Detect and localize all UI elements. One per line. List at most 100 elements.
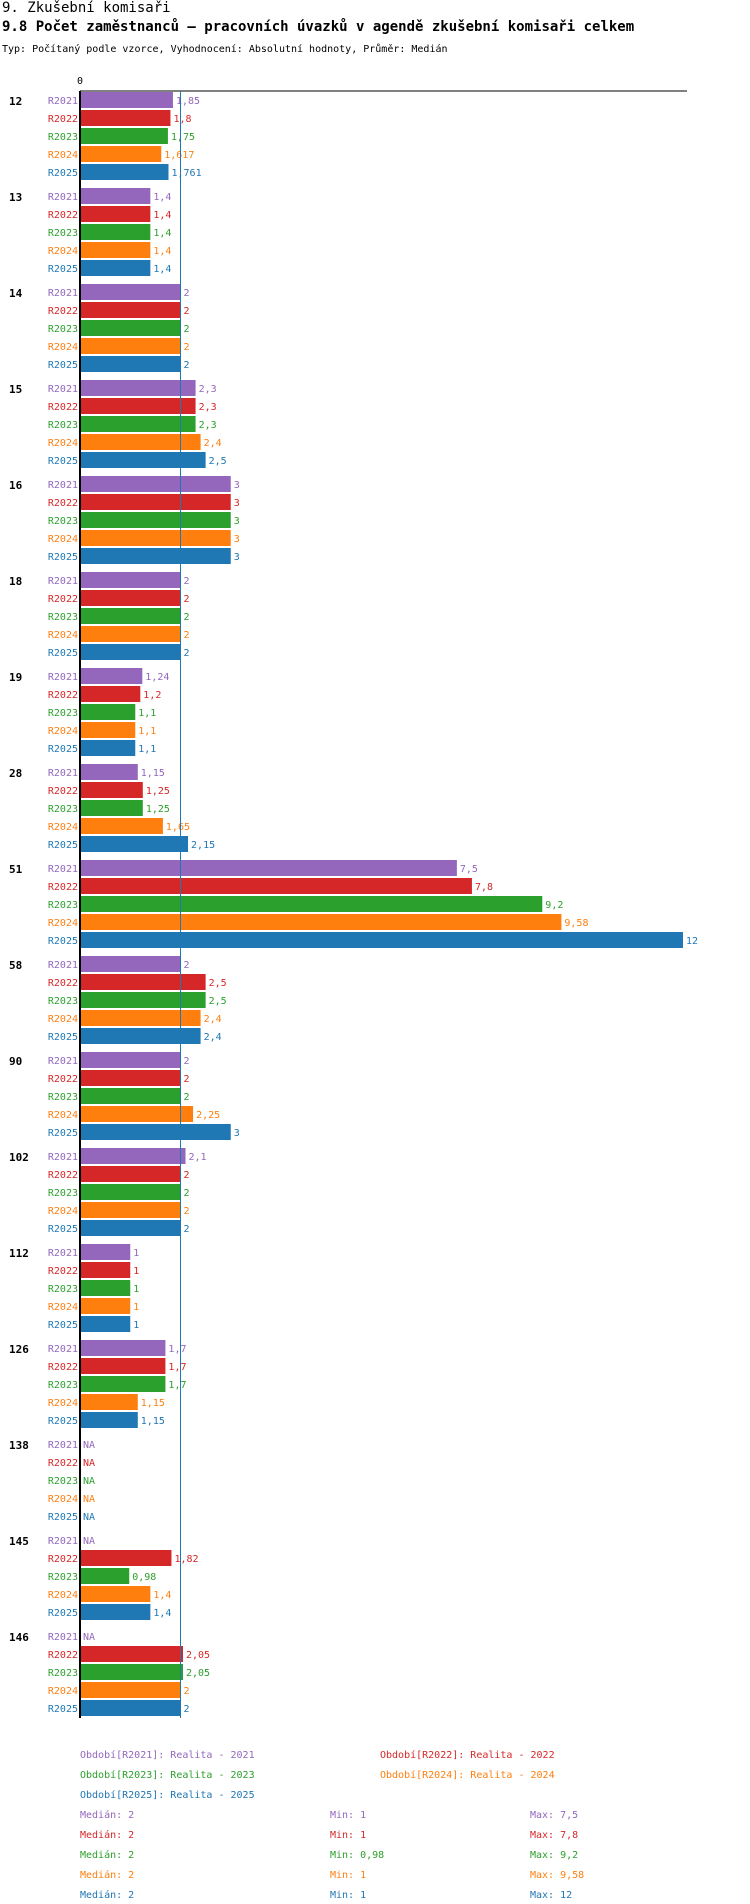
series-label-R2025: R2025 <box>48 1032 78 1043</box>
series-label-R2025: R2025 <box>48 648 78 659</box>
data-label-146-R2023: 2,05 <box>186 1668 210 1679</box>
series-label-R2023: R2023 <box>48 804 78 815</box>
data-label-90-R2025: 3 <box>234 1128 240 1139</box>
series-label-R2025: R2025 <box>48 840 78 851</box>
legend-item-R2023: Období[R2023]: Realita - 2023 <box>80 1769 255 1781</box>
stat-min-R2024: Min: 1 <box>330 1870 366 1881</box>
bar-58-R2021 <box>80 956 181 972</box>
na-label: NA <box>83 1632 95 1643</box>
bar-90-R2024 <box>80 1106 194 1122</box>
series-label-R2021: R2021 <box>48 1344 78 1355</box>
bar-112-R2024 <box>80 1298 131 1314</box>
bar-145-R2025 <box>80 1604 151 1620</box>
series-label-R2024: R2024 <box>48 1494 78 1505</box>
data-label-112-R2021: 1 <box>133 1248 139 1259</box>
bar-126-R2024 <box>80 1394 138 1410</box>
series-label-R2022: R2022 <box>48 210 78 221</box>
bar-12-R2023 <box>80 128 168 144</box>
data-label-12-R2024: 1,617 <box>164 150 194 161</box>
bar-14-R2022 <box>80 302 181 318</box>
data-label-15-R2023: 2,3 <box>199 420 217 431</box>
series-label-R2023: R2023 <box>48 1668 78 1679</box>
group-label-58: 58 <box>9 959 22 972</box>
data-label-145-R2023: 0,98 <box>132 1572 156 1583</box>
series-label-R2023: R2023 <box>48 420 78 431</box>
series-label-R2025: R2025 <box>48 1224 78 1235</box>
series-label-R2024: R2024 <box>48 534 78 545</box>
series-label-R2021: R2021 <box>48 288 78 299</box>
stat-median-R2024: Medián: 2 <box>80 1869 134 1881</box>
series-label-R2021: R2021 <box>48 384 78 395</box>
bar-19-R2023 <box>80 704 136 720</box>
axis-zero-label: 0 <box>77 76 83 87</box>
bar-112-R2022 <box>80 1262 131 1278</box>
na-label: NA <box>83 1440 95 1451</box>
stat-min-R2025: Min: 1 <box>330 1890 366 1901</box>
series-label-R2022: R2022 <box>48 1554 78 1565</box>
bar-15-R2021 <box>80 380 196 396</box>
data-label-15-R2025: 2,5 <box>209 456 227 467</box>
series-label-R2022: R2022 <box>48 978 78 989</box>
series-label-R2022: R2022 <box>48 1074 78 1085</box>
group-label-126: 126 <box>9 1343 29 1356</box>
bar-146-R2022 <box>80 1646 184 1662</box>
bar-15-R2022 <box>80 398 196 414</box>
series-label-R2022: R2022 <box>48 1362 78 1373</box>
data-label-90-R2023: 2 <box>184 1092 190 1103</box>
series-label-R2025: R2025 <box>48 168 78 179</box>
bar-13-R2023 <box>80 224 151 240</box>
data-label-112-R2025: 1 <box>133 1320 139 1331</box>
series-label-R2024: R2024 <box>48 1014 78 1025</box>
data-label-19-R2025: 1,1 <box>138 744 156 755</box>
data-label-58-R2023: 2,5 <box>209 996 227 1007</box>
data-label-51-R2025: 12 <box>686 936 698 947</box>
series-label-R2024: R2024 <box>48 1206 78 1217</box>
series-label-R2025: R2025 <box>48 1704 78 1715</box>
chart-subtitle: Typ: Počítaný podle vzorce, Vyhodnocení:… <box>2 44 448 55</box>
data-label-13-R2022: 1,4 <box>153 210 171 221</box>
data-label-145-R2024: 1,4 <box>153 1590 171 1601</box>
bar-51-R2024 <box>80 914 562 930</box>
bar-14-R2023 <box>80 320 181 336</box>
data-label-28-R2025: 2,15 <box>191 840 215 851</box>
bar-112-R2023 <box>80 1280 131 1296</box>
series-label-R2021: R2021 <box>48 480 78 491</box>
stat-max-R2025: Max: 12 <box>530 1890 572 1901</box>
data-label-102-R2024: 2 <box>184 1206 190 1217</box>
bar-90-R2023 <box>80 1088 181 1104</box>
data-label-102-R2022: 2 <box>184 1170 190 1181</box>
series-label-R2025: R2025 <box>48 552 78 563</box>
series-label-R2022: R2022 <box>48 402 78 413</box>
data-label-112-R2024: 1 <box>133 1302 139 1313</box>
section-title: 9. Zkušební komisaři <box>2 0 171 16</box>
series-label-R2024: R2024 <box>48 1398 78 1409</box>
series-label-R2023: R2023 <box>48 1188 78 1199</box>
series-label-R2023: R2023 <box>48 1380 78 1391</box>
series-label-R2025: R2025 <box>48 1416 78 1427</box>
bar-28-R2023 <box>80 800 143 816</box>
group-label-145: 145 <box>9 1535 29 1548</box>
data-label-28-R2024: 1,65 <box>166 822 190 833</box>
group-label-146: 146 <box>9 1631 29 1644</box>
bar-15-R2023 <box>80 416 196 432</box>
bar-16-R2023 <box>80 512 231 528</box>
series-label-R2024: R2024 <box>48 1110 78 1121</box>
data-label-51-R2021: 7,5 <box>460 864 478 875</box>
data-label-16-R2023: 3 <box>234 516 240 527</box>
data-label-19-R2021: 1,24 <box>145 672 169 683</box>
data-label-102-R2025: 2 <box>184 1224 190 1235</box>
series-label-R2022: R2022 <box>48 1458 78 1469</box>
bar-126-R2022 <box>80 1358 166 1374</box>
bar-12-R2024 <box>80 146 162 162</box>
na-label: NA <box>83 1536 95 1547</box>
bar-14-R2024 <box>80 338 181 354</box>
data-label-28-R2023: 1,25 <box>146 804 170 815</box>
series-label-R2024: R2024 <box>48 630 78 641</box>
stat-median-R2023: Medián: 2 <box>80 1849 134 1861</box>
group-label-90: 90 <box>9 1055 22 1068</box>
series-label-R2022: R2022 <box>48 594 78 605</box>
series-label-R2021: R2021 <box>48 1440 78 1451</box>
bar-58-R2022 <box>80 974 206 990</box>
data-label-18-R2024: 2 <box>184 630 190 641</box>
bar-102-R2024 <box>80 1202 181 1218</box>
